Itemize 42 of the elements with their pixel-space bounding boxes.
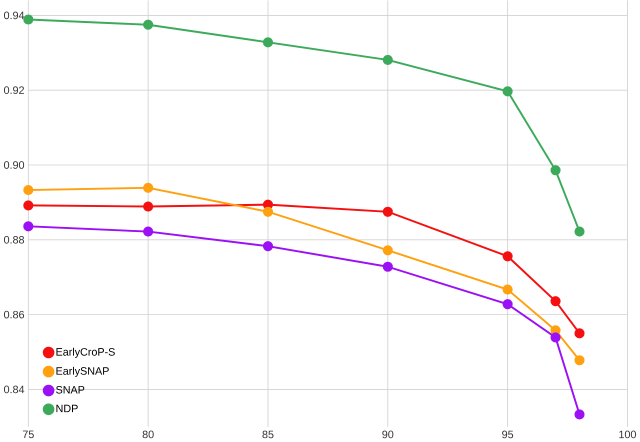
legend-label: NDP	[56, 404, 78, 412]
point	[382, 245, 393, 256]
point	[382, 54, 393, 66]
point	[502, 284, 513, 295]
legend-label: EarlySNAP	[56, 366, 109, 377]
x-tick-label: 100	[619, 430, 636, 438]
y-tick-label: 0.86	[4, 310, 24, 318]
point	[143, 202, 154, 212]
point	[23, 200, 34, 211]
point	[502, 299, 513, 310]
point	[143, 20, 154, 30]
point	[502, 86, 513, 96]
legend-label: SNAP	[56, 386, 84, 394]
point	[23, 185, 34, 196]
point	[262, 241, 274, 252]
point	[23, 221, 34, 232]
x-tick-label: 90	[382, 430, 394, 438]
point	[550, 296, 561, 306]
x-tick-label: 80	[142, 430, 154, 438]
point	[574, 226, 585, 237]
y-tick-label: 0.84	[4, 386, 24, 394]
point	[502, 251, 513, 262]
point	[574, 328, 585, 338]
point	[262, 37, 274, 48]
point	[23, 14, 34, 25]
point	[574, 410, 585, 420]
x-tick-label: 95	[502, 430, 514, 438]
point	[262, 206, 274, 217]
y-tick-label: 0.94	[4, 12, 24, 20]
y-tick-label: 0.90	[4, 161, 24, 169]
x-tick-label: 75	[22, 430, 34, 438]
point	[143, 182, 154, 193]
legend-label: EarlyCroP-S	[56, 348, 115, 358]
point	[382, 206, 393, 217]
y-tick-label: 0.92	[4, 86, 24, 94]
point	[143, 226, 154, 237]
x-tick-label: 85	[262, 430, 274, 438]
point	[382, 262, 393, 272]
point	[550, 165, 561, 176]
point	[550, 332, 561, 343]
y-tick-label: 0.88	[4, 236, 24, 244]
point	[574, 355, 585, 366]
